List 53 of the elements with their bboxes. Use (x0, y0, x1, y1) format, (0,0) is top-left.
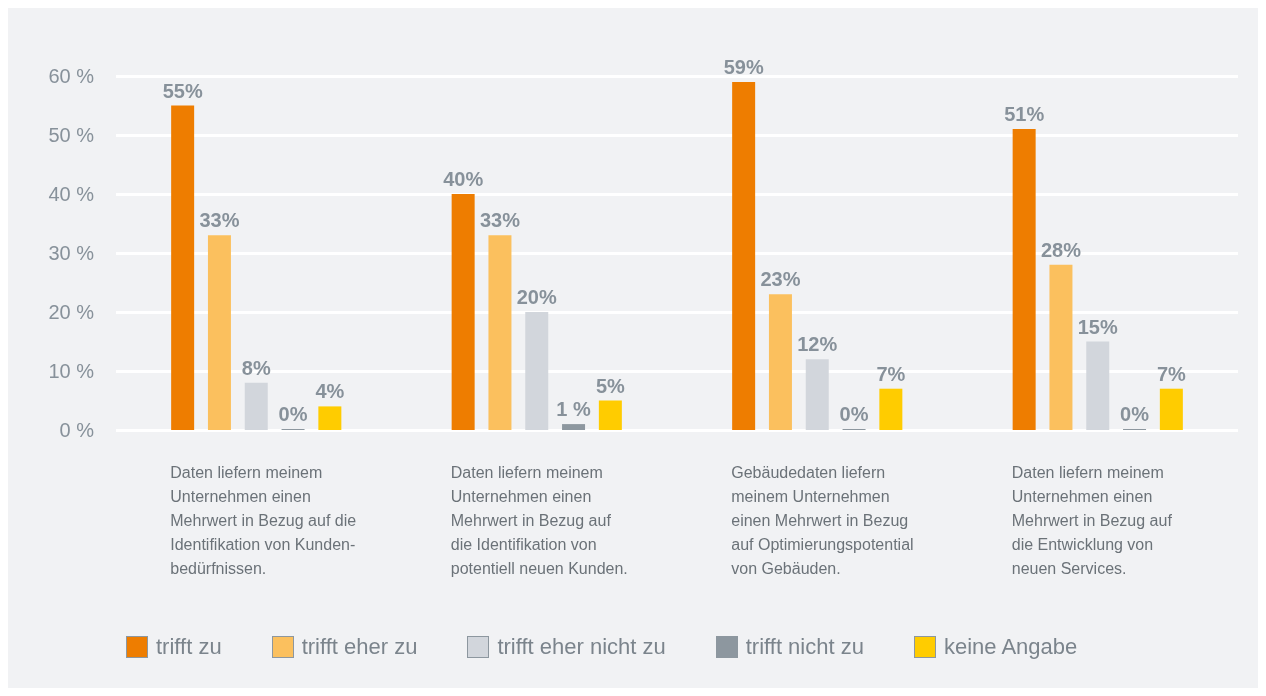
x-tick-label: Daten liefern meinem Unternehmen einen Mehrwert in Bezug auf die Entwicklung von neuen Services. (1011, 463, 1173, 577)
bar (1049, 264, 1073, 430)
data-label: 5% (595, 374, 626, 397)
data-label: 15% (1077, 315, 1118, 338)
y-tick-label: 10 % (48, 360, 95, 382)
legend-label: trifft eher nicht zu (497, 634, 666, 660)
data-label: 51% (1004, 103, 1045, 126)
data-label: 55% (162, 79, 203, 102)
x-tick-label: Gebäudedaten liefern meinem Unternehmen einen Mehrwert in Bezug auf Optimierungspotential von Gebäuden. (731, 463, 914, 577)
y-tick-label: 50 % (48, 124, 95, 146)
bar (318, 406, 342, 430)
data-label: 4% (315, 380, 345, 403)
data-label: 8% (241, 356, 271, 379)
bar (598, 400, 622, 430)
bar (768, 294, 792, 430)
data-label: 7% (1156, 362, 1187, 385)
bar (562, 424, 586, 430)
data-label: 59% (723, 55, 764, 78)
bar (1086, 341, 1110, 430)
y-tick-label: 0 % (59, 419, 95, 441)
bar (732, 81, 756, 430)
data-label: 1 % (556, 398, 591, 421)
data-label: 7% (876, 362, 906, 385)
bar (207, 235, 231, 430)
bar (171, 105, 195, 430)
data-label: 20% (516, 286, 557, 308)
y-tick-label: 60 % (48, 65, 95, 87)
legend-label: trifft zu (156, 634, 222, 660)
data-label: 28% (1040, 238, 1082, 261)
bar (451, 194, 475, 430)
bar (525, 312, 549, 430)
data-label: 0% (1120, 403, 1150, 425)
y-tick-label: 30 % (48, 242, 95, 264)
bar (244, 382, 268, 430)
legend-label: trifft nicht zu (745, 634, 864, 660)
data-label: 40% (443, 168, 484, 190)
bar (879, 388, 903, 430)
x-tick-label: Daten liefern meinem Unternehmen einen Mehrwert in Bezug auf die Identifikation von Kunden- bedürfnissen. (170, 463, 357, 577)
y-tick-label: 20 % (48, 301, 95, 323)
y-tick-label: 40 % (48, 183, 95, 205)
legend-label: keine Angabe (943, 634, 1078, 660)
data-label: 33% (199, 209, 240, 232)
data-label: 33% (479, 209, 521, 232)
bar (805, 359, 829, 430)
data-label: 0% (839, 403, 869, 425)
x-tick-label: Daten liefern meinem Unternehmen einen Mehrwert in Bezug auf die Identifikation von potentiell neuen Kunden. (450, 463, 628, 577)
legend-label: trifft eher zu (301, 634, 418, 660)
bar (1012, 129, 1036, 430)
data-label: 23% (760, 268, 801, 291)
bar (1159, 388, 1183, 430)
data-label: 12% (797, 333, 838, 356)
data-label: 0% (278, 403, 308, 425)
bar (488, 235, 512, 430)
